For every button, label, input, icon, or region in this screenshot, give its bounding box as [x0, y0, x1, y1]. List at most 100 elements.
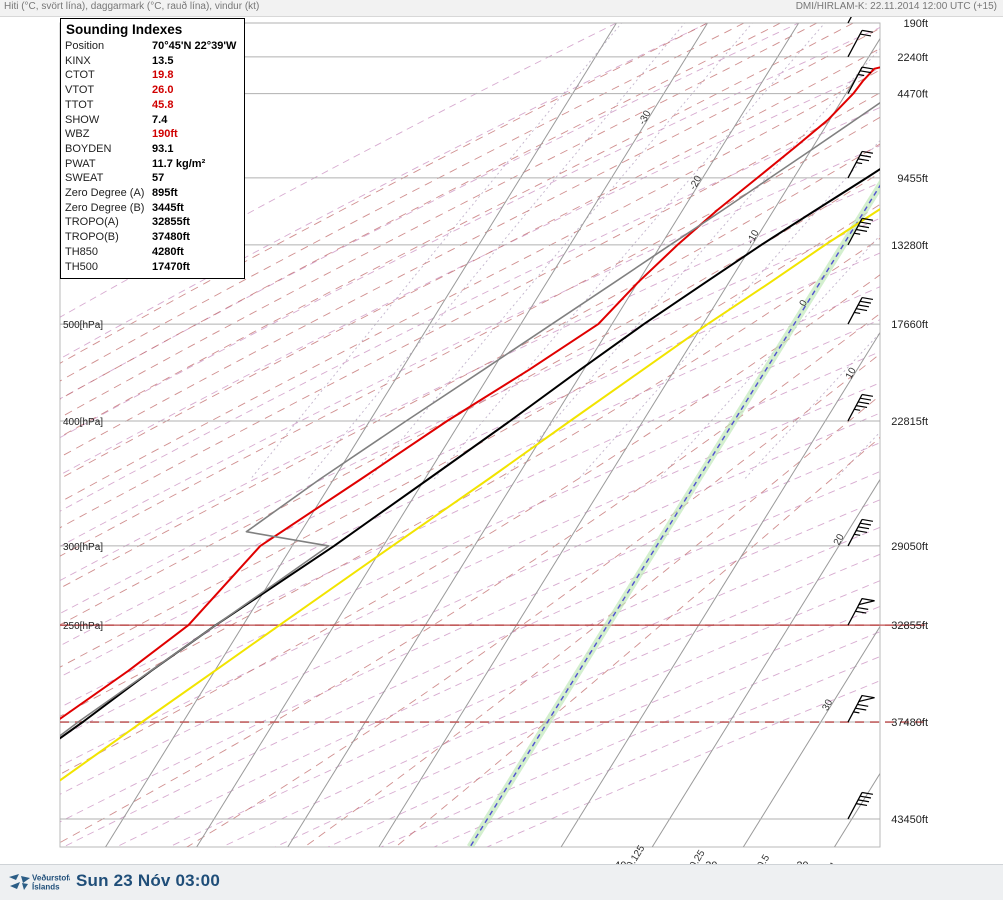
index-key: WBZ	[65, 128, 90, 141]
isotherm-inline-label: -10	[745, 228, 762, 246]
index-value: 190ft	[152, 128, 178, 141]
zero-isotherm-layer	[467, 179, 880, 847]
mixing-ratio-line	[307, 23, 686, 480]
index-row: TH500 17470ft	[65, 260, 240, 275]
isotherm-inline-label: 10	[844, 366, 859, 381]
index-value: 19.8	[152, 69, 174, 82]
altitude-tick-label: 22815ft	[891, 416, 928, 428]
index-key: CTOT	[65, 69, 95, 82]
pressure-tick-label: 300[hPa]	[63, 542, 103, 553]
isotherm-line	[651, 478, 880, 847]
isotherm-line	[742, 625, 880, 847]
altitude-tick-label: 4470ft	[897, 89, 928, 101]
index-key: Position	[65, 40, 105, 52]
skewt-plot[interactable]: 1000[hPa]925[hPa]850[hPa]700[hPa]600[hPa…	[0, 17, 1003, 865]
mixing-ratio-line	[503, 47, 880, 480]
index-key: TROPO(B)	[65, 231, 119, 244]
isotherm-line	[105, 23, 617, 847]
series-dewpoint	[60, 66, 880, 721]
index-value: 37480ft	[152, 231, 190, 244]
moist-adiabat	[60, 27, 880, 458]
mixing-ratio-line	[368, 23, 753, 480]
isotherm-inline-label: -30	[637, 108, 654, 126]
moist-adiabat	[60, 23, 818, 419]
index-key: PWAT	[65, 157, 96, 170]
moist-adiabat	[303, 394, 880, 847]
mixing-ratio-line	[578, 139, 880, 480]
wind-barb	[847, 17, 852, 24]
altitude-tick-label: 190ft	[904, 18, 928, 30]
footer-timestamp: Sun 23 Nóv 03:00	[76, 871, 220, 890]
altitude-tick-label: 32855ft	[891, 620, 928, 632]
indexes-table: Position 70°45'N 22°39'W KINX 13.5 CTOT 19.8 V…	[65, 39, 240, 274]
isotherm-line	[196, 23, 708, 847]
index-value: 7.4	[152, 113, 168, 126]
index-key: VTOT	[65, 84, 95, 97]
index-row: TH850 4280ft	[65, 245, 240, 260]
moist-adiabat	[60, 203, 880, 668]
freezing-level-highlight	[467, 179, 880, 847]
altitude-tick-label: 13280ft	[891, 240, 928, 252]
index-value: 26.0	[152, 84, 174, 97]
index-row: Zero Degree (A) 895ft	[65, 186, 240, 201]
index-key: TROPO(A)	[65, 216, 119, 229]
index-value: 11.7 kg/m²	[152, 157, 206, 170]
altitude-tick-label: 29050ft	[891, 541, 928, 553]
moist-adiabat	[394, 436, 880, 847]
moist-adiabat	[60, 23, 781, 400]
highlight-level-layer	[60, 624, 925, 723]
isotherm-line	[287, 23, 800, 847]
wind-barb	[847, 296, 874, 325]
pressure-tick-label: 500[hPa]	[63, 320, 103, 331]
moist-adiabat	[60, 237, 880, 717]
index-row: Zero Degree (B) 3445ft	[65, 201, 240, 216]
index-row: Position 70°45'N 22°39'W	[65, 39, 240, 54]
index-row: CTOT 19.8	[65, 68, 240, 83]
series-parcel	[60, 101, 880, 737]
wind-barb-layer	[847, 17, 875, 820]
mixing-ratio-layer	[250, 23, 880, 480]
index-key: TH850	[65, 245, 99, 258]
moist-adiabat	[60, 143, 880, 589]
mixing-ratio-tick-label: 1	[828, 860, 841, 865]
mixing-ratio-tick-label: 0.125	[625, 843, 648, 865]
wind-barb	[847, 29, 874, 58]
index-row: PWAT 11.7 kg/m²	[65, 157, 240, 172]
altitude-tick-label: 17660ft	[891, 319, 928, 331]
index-value: 45.8	[152, 98, 174, 111]
series-wet-bulb	[60, 207, 880, 782]
isotherm-inline-label: 20	[832, 532, 847, 547]
mixing-ratio-line	[250, 23, 623, 480]
index-key: SHOW	[65, 113, 100, 126]
index-value: 3445ft	[152, 201, 184, 214]
altitude-tick-label: 2240ft	[897, 52, 928, 64]
wind-barb	[847, 597, 875, 626]
index-value: 70°45'N 22°39'W	[152, 40, 237, 52]
wind-barb	[847, 150, 874, 179]
isotherm-layer	[105, 23, 880, 847]
index-key: TTOT	[65, 98, 94, 111]
moist-adiabat	[186, 353, 880, 847]
moist-adiabat	[60, 172, 880, 626]
vedurstofa-logo: Veðurstofa Íslands	[8, 871, 74, 894]
isotherm-line	[378, 37, 880, 847]
wind-barb	[847, 66, 874, 94]
altitude-tick-label: 37480ft	[891, 717, 928, 729]
index-row: SHOW 7.4	[65, 113, 240, 128]
page-header: Hiti (°C, svört lína), daggarmark (°C, r…	[0, 0, 1003, 17]
pressure-tick-label: 400[hPa]	[63, 417, 103, 428]
isotherm-inline-label: 0	[798, 298, 811, 308]
index-row: WBZ 190ft	[65, 127, 240, 142]
index-row: BOYDEN 93.1	[65, 142, 240, 157]
temperature-tick-label: -30	[702, 860, 718, 865]
temperature-tick-label: -20	[793, 860, 809, 865]
wind-barb	[847, 694, 875, 723]
index-value: 93.1	[152, 142, 174, 155]
wind-barb	[847, 217, 874, 246]
mixing-ratio-line	[433, 23, 826, 480]
isotherm-line	[560, 331, 880, 847]
logo-mark-icon	[9, 874, 30, 890]
index-row: TTOT 45.8	[65, 98, 240, 113]
mixing-ratio-line	[658, 234, 880, 480]
indexes-title: Sounding Indexes	[66, 22, 183, 37]
